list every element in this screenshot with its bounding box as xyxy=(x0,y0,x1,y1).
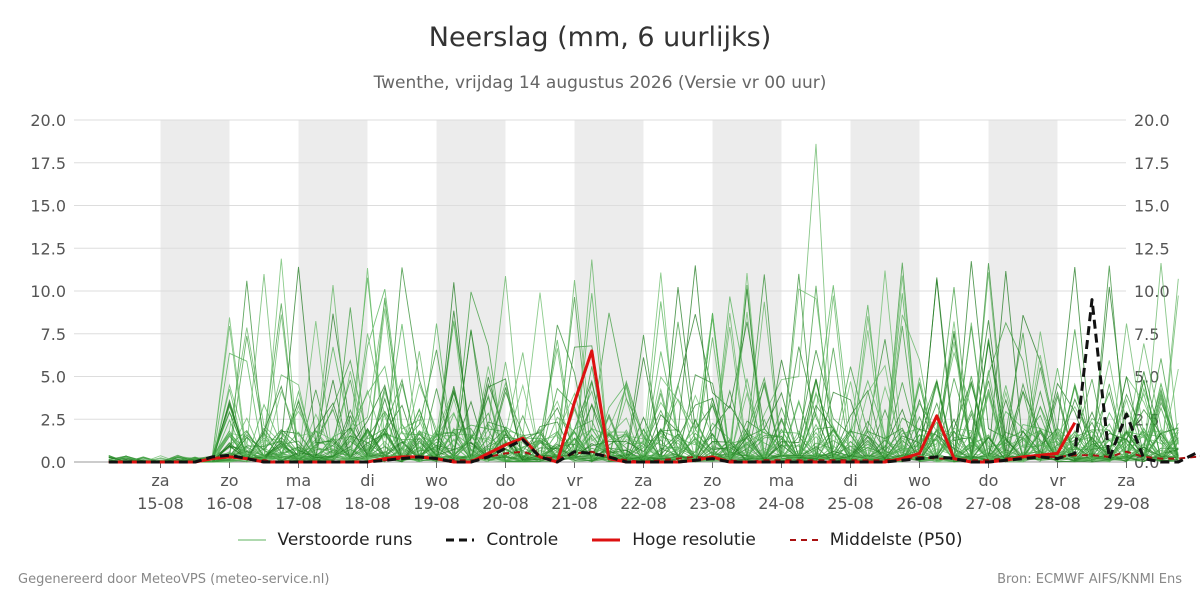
perturbed-run-line xyxy=(108,265,1179,463)
x-tick-date-label: 15-08 xyxy=(137,494,184,513)
y-tick-label-right: 12.5 xyxy=(1134,239,1170,258)
legend-label-median: Middelste (P50) xyxy=(829,530,963,550)
x-tick-day-label: ma xyxy=(286,471,311,490)
x-tick-day-label: ma xyxy=(769,471,794,490)
x-tick-date-label: 23-08 xyxy=(689,494,736,513)
y-tick-label-right: 10.0 xyxy=(1134,282,1170,301)
x-tick-day-label: za xyxy=(634,471,652,490)
legend-swatch-high-res xyxy=(592,538,621,542)
y-tick-label-right: 20.0 xyxy=(1134,111,1170,130)
median-p50-line xyxy=(108,450,1200,463)
precipitation-chart: 0.0 0.02.5 2.55.0 5.07.5 7.510.0 10.012.5 12.5… xyxy=(30,111,1200,513)
x-tick-day-label: vr xyxy=(1049,471,1065,490)
legend-item-high-res: Hoge resolutie xyxy=(592,530,756,550)
x-tick-day-label: do xyxy=(496,471,516,490)
footer-source: Bron: ECMWF AIFS/KNMI Ens xyxy=(997,572,1182,587)
x-tick-date-label: 28-08 xyxy=(1034,494,1081,513)
x-tick-date-label: 26-08 xyxy=(896,494,943,513)
perturbed-run-line xyxy=(108,273,1179,463)
x-tick-day-label: za xyxy=(1117,471,1135,490)
x-tick-date-label: 16-08 xyxy=(206,494,253,513)
x-tick-date-label: 17-08 xyxy=(275,494,322,513)
control-run-line xyxy=(108,298,1200,464)
y-tick-label-left: 15.0 xyxy=(30,197,66,216)
x-tick-day-label: vr xyxy=(566,471,582,490)
y-tick-label-left: 2.5 xyxy=(41,410,66,429)
legend-swatch-perturbed xyxy=(237,539,266,541)
y-tick-label-left: 20.0 xyxy=(30,111,66,130)
x-tick-day-label: wo xyxy=(908,471,931,490)
x-tick-day-label: wo xyxy=(425,471,448,490)
y-tick-label-right: 17.5 xyxy=(1134,154,1170,173)
x-tick-day-label: do xyxy=(979,471,999,490)
x-tick-day-label: zo xyxy=(703,471,721,490)
x-tick-date-label: 18-08 xyxy=(344,494,391,513)
legend-label-high-res: Hoge resolutie xyxy=(632,530,756,550)
legend-item-median: Middelste (P50) xyxy=(789,530,963,550)
y-tick-label-left: 17.5 xyxy=(30,154,66,173)
y-tick-label-right: 5.0 xyxy=(1134,368,1159,387)
legend-item-control: Controle xyxy=(446,530,558,550)
x-tick-date-label: 24-08 xyxy=(758,494,805,513)
x-tick-date-label: 21-08 xyxy=(551,494,598,513)
y-tick-label-left: 10.0 xyxy=(30,282,66,301)
legend-label-perturbed: Verstoorde runs xyxy=(277,530,413,550)
x-tick-date-label: 22-08 xyxy=(620,494,667,513)
perturbed-run-line xyxy=(108,375,1179,463)
y-tick-label-left: 7.5 xyxy=(41,325,66,344)
perturbed-run-line xyxy=(108,266,1179,463)
y-tick-label-right: 7.5 xyxy=(1134,325,1159,344)
perturbed-run-line xyxy=(108,286,1179,463)
x-tick-date-label: 19-08 xyxy=(413,494,460,513)
x-tick-day-label: za xyxy=(151,471,169,490)
y-tick-label-left: 0.0 xyxy=(41,453,66,472)
chart-legend: Verstoorde runs Controle Hoge resolutie … xyxy=(0,530,1200,550)
y-tick-label-left: 5.0 xyxy=(41,368,66,387)
y-tick-label-left: 12.5 xyxy=(30,239,66,258)
x-tick-day-label: di xyxy=(360,471,375,490)
x-tick-date-label: 29-08 xyxy=(1103,494,1150,513)
perturbed-run-line xyxy=(108,267,1179,463)
chart-subtitle: Twenthe, vrijdag 14 augustus 2026 (Versi… xyxy=(373,73,827,93)
x-tick-date-label: 20-08 xyxy=(482,494,529,513)
footer-generated-by: Gegenereerd door MeteoVPS (meteo-service… xyxy=(18,572,330,587)
y-tick-label-right: 15.0 xyxy=(1134,197,1170,216)
x-tick-date-label: 27-08 xyxy=(965,494,1012,513)
chart-title: Neerslag (mm, 6 uurlijks) xyxy=(428,22,772,53)
legend-swatch-median xyxy=(789,539,818,541)
legend-item-perturbed-runs: Verstoorde runs xyxy=(237,530,413,550)
x-tick-date-label: 25-08 xyxy=(827,494,874,513)
legend-label-control: Controle xyxy=(486,530,559,550)
x-tick-day-label: di xyxy=(843,471,858,490)
legend-swatch-control xyxy=(446,538,475,542)
x-tick-day-label: zo xyxy=(220,471,238,490)
perturbed-run-line xyxy=(108,288,1179,463)
